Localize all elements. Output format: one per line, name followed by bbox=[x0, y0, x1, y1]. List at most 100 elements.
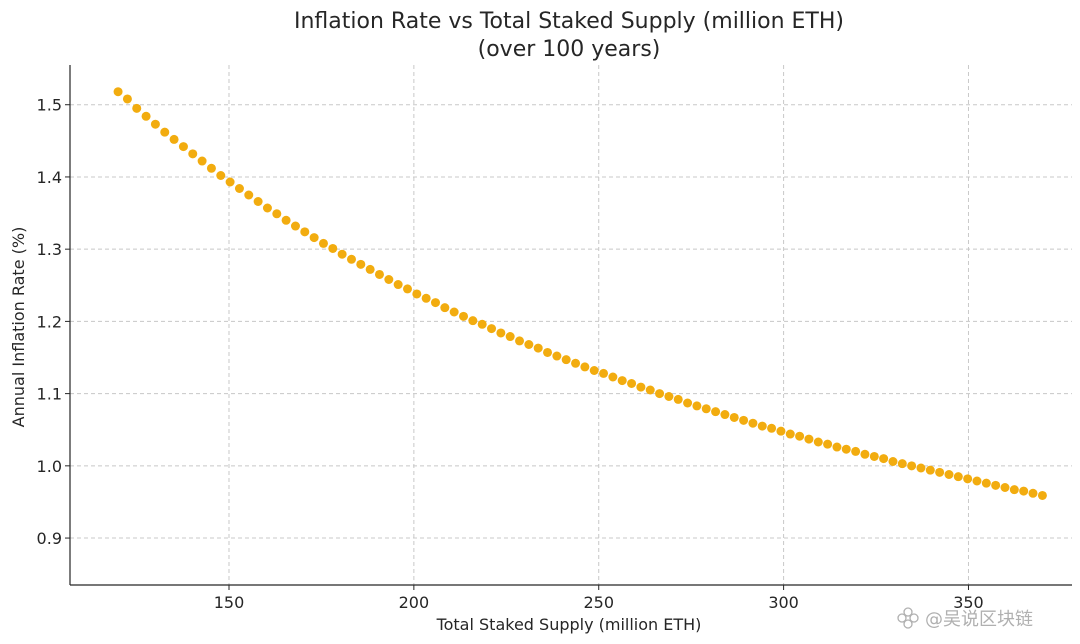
data-point bbox=[907, 461, 917, 471]
data-point bbox=[645, 385, 655, 395]
data-point bbox=[234, 184, 244, 193]
data-point bbox=[571, 358, 581, 368]
chart-title: Inflation Rate vs Total Staked Supply (m… bbox=[294, 9, 844, 34]
x-tick-label: 200 bbox=[399, 593, 430, 612]
y-tick-label: 0.9 bbox=[37, 529, 62, 548]
data-point bbox=[841, 444, 851, 454]
data-point bbox=[290, 221, 300, 231]
data-point bbox=[580, 362, 590, 372]
data-point bbox=[860, 449, 870, 459]
data-point bbox=[552, 351, 562, 361]
data-point bbox=[365, 264, 375, 274]
data-point bbox=[916, 463, 926, 473]
data-point bbox=[1000, 483, 1010, 492]
data-point bbox=[253, 197, 263, 206]
data-point bbox=[561, 355, 571, 365]
data-point bbox=[617, 376, 627, 386]
data-point bbox=[1009, 485, 1019, 495]
data-point bbox=[281, 215, 291, 225]
data-point bbox=[477, 319, 487, 329]
data-point bbox=[720, 410, 730, 420]
data-point bbox=[346, 254, 356, 264]
data-point bbox=[1028, 488, 1038, 498]
data-point bbox=[748, 418, 758, 428]
data-point bbox=[981, 478, 991, 488]
data-point bbox=[225, 177, 235, 187]
x-ticks: 150 200 250 300 350 bbox=[214, 585, 984, 612]
y-tick-label: 1.5 bbox=[37, 96, 62, 115]
data-point bbox=[262, 203, 272, 213]
data-point bbox=[925, 465, 935, 475]
grid bbox=[70, 65, 1072, 585]
data-point bbox=[178, 142, 188, 152]
data-point bbox=[543, 347, 553, 357]
x-axis-label: Total Staked Supply (million ETH) bbox=[436, 615, 702, 634]
data-point bbox=[953, 472, 963, 482]
y-tick-label: 1.3 bbox=[37, 240, 62, 259]
data-point bbox=[160, 127, 170, 137]
data-point bbox=[403, 284, 412, 294]
data-point bbox=[739, 415, 749, 425]
y-ticks: 0.9 1.0 1.1 1.2 1.3 1.4 1.5 bbox=[37, 96, 70, 548]
data-point bbox=[430, 298, 440, 308]
chart-subtitle: (over 100 years) bbox=[478, 37, 661, 62]
axes bbox=[69, 65, 1072, 586]
data-point bbox=[795, 431, 805, 441]
data-point bbox=[972, 476, 982, 486]
data-point bbox=[505, 332, 515, 342]
data-point bbox=[356, 259, 366, 269]
data-point bbox=[141, 111, 151, 121]
data-point bbox=[683, 398, 693, 408]
data-point bbox=[935, 467, 945, 477]
data-point bbox=[664, 392, 674, 401]
y-tick-label: 1.2 bbox=[37, 312, 62, 331]
data-point bbox=[412, 289, 422, 299]
data-point bbox=[832, 442, 842, 452]
data-point bbox=[888, 457, 898, 466]
data-point bbox=[300, 227, 310, 237]
data-point bbox=[169, 134, 179, 144]
data-point bbox=[515, 336, 525, 346]
data-point bbox=[1019, 486, 1029, 496]
data-point bbox=[440, 303, 450, 313]
data-point bbox=[963, 474, 973, 484]
data-point bbox=[533, 343, 543, 353]
watermark: @吴说区块链 bbox=[897, 607, 1033, 630]
data-point bbox=[608, 372, 618, 382]
data-point bbox=[318, 238, 328, 248]
data-point bbox=[150, 119, 160, 129]
data-point bbox=[188, 149, 198, 159]
data-point bbox=[393, 280, 403, 290]
watermark-text: @吴说区块链 bbox=[925, 609, 1033, 630]
data-point bbox=[468, 316, 478, 326]
data-point bbox=[813, 437, 823, 447]
x-tick-label: 150 bbox=[214, 593, 245, 612]
data-point bbox=[272, 209, 282, 219]
data-point bbox=[711, 407, 721, 417]
data-point bbox=[599, 368, 609, 378]
data-point bbox=[627, 379, 637, 388]
data-point bbox=[449, 307, 459, 317]
data-point bbox=[216, 171, 226, 180]
data-point bbox=[384, 275, 394, 284]
data-point bbox=[122, 94, 132, 104]
data-point bbox=[851, 446, 861, 456]
data-point bbox=[767, 423, 777, 433]
data-point bbox=[636, 382, 646, 392]
data-point bbox=[944, 470, 954, 479]
data-point bbox=[206, 163, 216, 173]
data-point bbox=[701, 404, 711, 414]
data-point bbox=[589, 366, 599, 375]
data-point bbox=[1037, 490, 1047, 500]
data-point bbox=[879, 454, 889, 464]
data-point bbox=[328, 243, 338, 253]
data-point bbox=[132, 103, 142, 113]
x-tick-label: 300 bbox=[768, 593, 799, 612]
data-point bbox=[309, 233, 319, 243]
data-point bbox=[692, 401, 702, 411]
data-point bbox=[421, 293, 431, 303]
data-point bbox=[524, 340, 534, 349]
data-point bbox=[729, 412, 739, 422]
